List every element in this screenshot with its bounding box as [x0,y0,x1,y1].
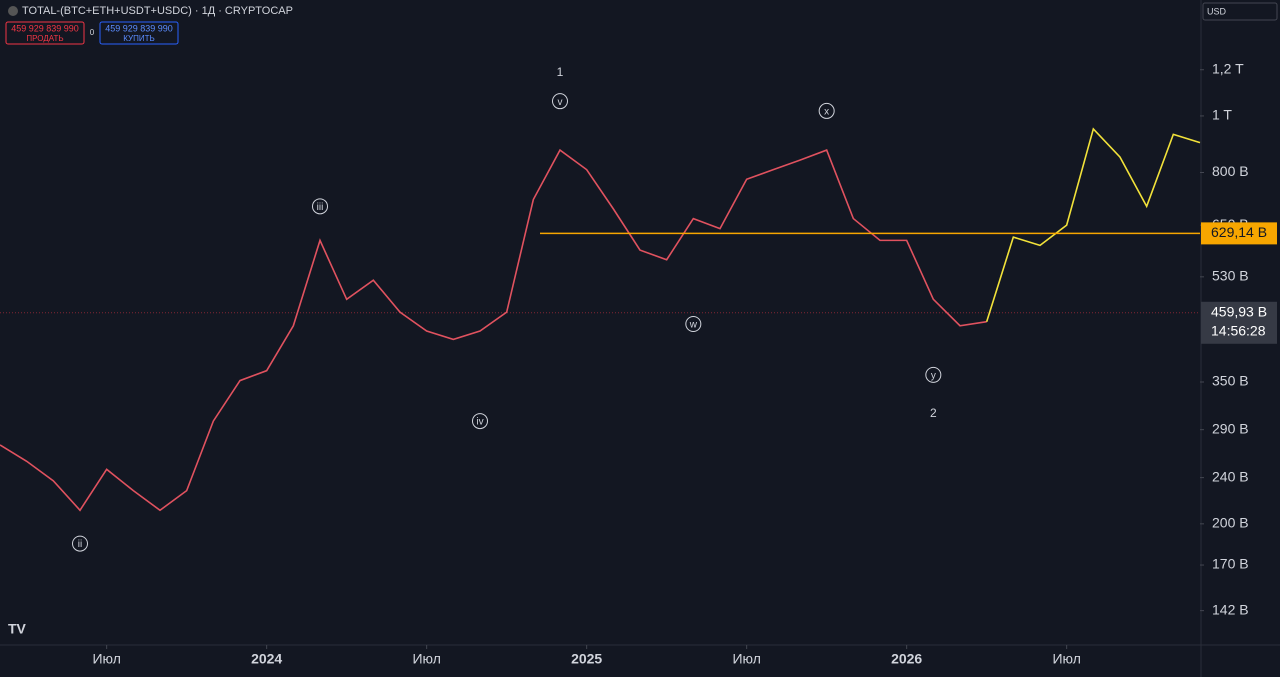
wave-circle [552,93,568,110]
wave-label: w [689,320,698,331]
symbol-icon [8,6,18,16]
price-line [985,127,1201,322]
wave-circle [72,535,88,552]
sell-label: ПРОДАТЬ [26,34,63,43]
sell-button[interactable] [5,21,85,45]
wave-label: x [824,107,829,118]
y-tick-label: 170 B [1212,556,1249,572]
wave-circle [685,316,702,333]
y-tick-label: 1 T [1212,107,1232,123]
current-label-bg [1201,301,1277,344]
x-tick-label: 2026 [891,651,922,667]
wave-label: ii [78,539,82,550]
y-tick-label: 240 B [1212,468,1249,484]
wave-label: iv [476,417,483,428]
x-tick-label: Июл [92,651,120,667]
y-tick-label: 1,2 T [1212,60,1244,76]
spread: 0 [90,28,95,37]
buy-label: КУПИТЬ [123,34,154,43]
y-tick-label: 350 B [1212,373,1249,389]
y-tick-label: 142 B [1212,601,1249,617]
x-tick-label: Июл [412,651,440,667]
logo: TV [8,621,27,637]
symbol: TOTAL-(BTC+ETH+USDT+USDC) · 1Д · CRYPTOC… [22,5,293,17]
buy-price: 459 929 839 990 [105,23,173,33]
sell-price: 459 929 839 990 [11,23,79,33]
buy-button[interactable] [99,21,179,45]
wave-label: v [558,97,563,108]
wave-circle [472,413,488,430]
wave-label: y [931,371,936,382]
y-tick-label: 530 B [1212,268,1249,284]
wave-label: 1 [557,65,564,79]
x-tick-label: Июл [1052,651,1080,667]
x-tick-label: 2024 [251,651,282,667]
current-timer: 14:56:28 [1211,322,1266,338]
current-label: 459,93 B [1211,303,1267,319]
x-tick-label: 2025 [571,651,602,667]
wave-circle [312,198,328,215]
y-tick-label: 290 B [1212,420,1249,436]
y-tick-label: 200 B [1212,515,1249,531]
wave-circle [818,102,835,119]
price-line [0,148,987,512]
wave-label: 2 [930,406,937,420]
x-tick-label: Июл [732,651,760,667]
y-tick-label: 800 B [1212,163,1249,179]
currency: USD [1207,6,1227,16]
wave-circle [925,366,942,383]
currency-box[interactable] [1202,2,1278,21]
wave-label: iii [317,202,324,213]
level-label-bg [1201,222,1277,245]
level-label: 629,14 B [1211,224,1267,240]
